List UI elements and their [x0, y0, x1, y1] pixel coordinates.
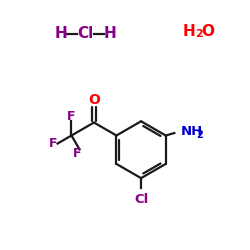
- Text: NH: NH: [180, 125, 203, 138]
- Text: H: H: [183, 24, 196, 38]
- Text: Cl: Cl: [77, 26, 94, 41]
- Text: F: F: [67, 110, 76, 123]
- Text: H: H: [104, 26, 117, 41]
- Text: O: O: [88, 93, 100, 107]
- Text: H: H: [54, 26, 67, 41]
- Text: 2: 2: [196, 130, 202, 140]
- Text: F: F: [73, 147, 81, 160]
- Text: F: F: [49, 137, 57, 150]
- Text: O: O: [201, 24, 214, 38]
- Text: 2: 2: [195, 28, 202, 38]
- Text: Cl: Cl: [134, 193, 148, 206]
